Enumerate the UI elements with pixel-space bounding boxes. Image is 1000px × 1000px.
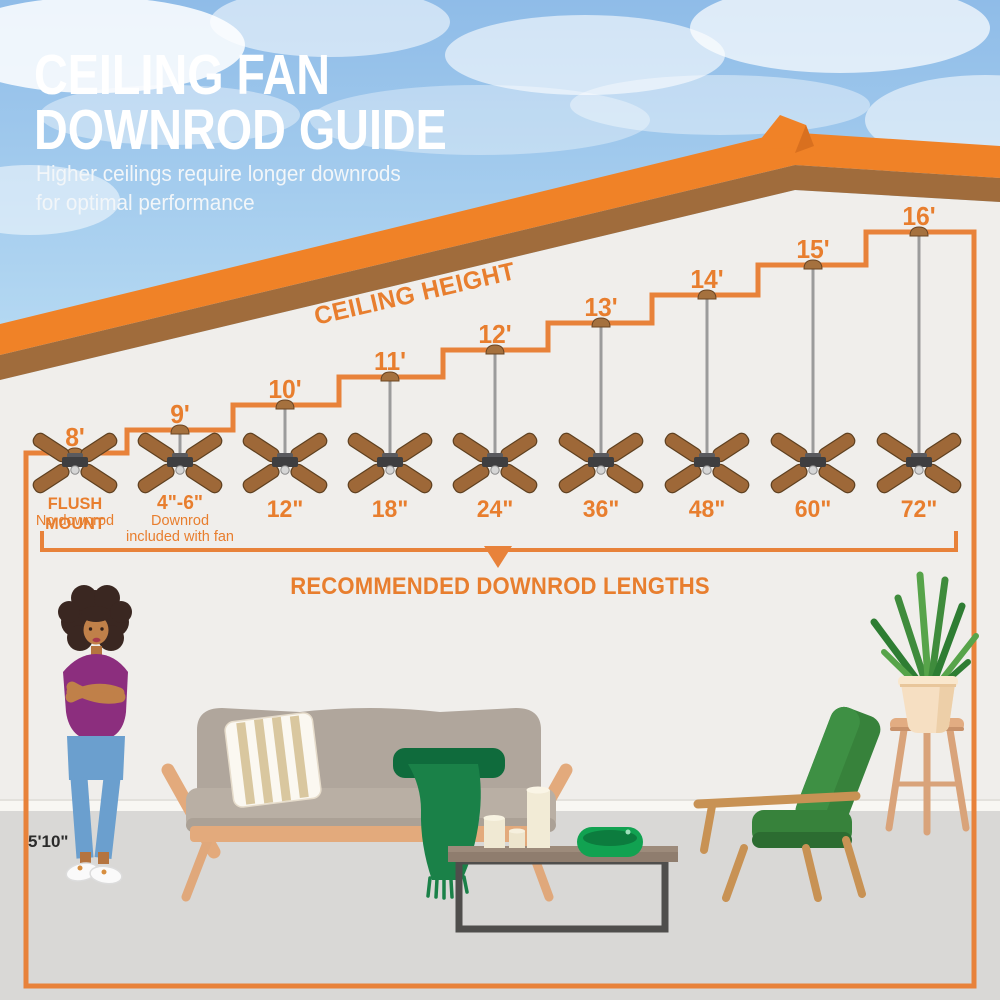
bracket-label: RECOMMENDED DOWNROD LENGTHS — [290, 573, 710, 600]
wall — [0, 190, 1000, 812]
ceiling-height-label: 15' — [796, 234, 830, 264]
subtitle-line2: for optimal performance — [36, 190, 255, 215]
green-dish — [577, 827, 643, 857]
downrod-length-label: 72" — [900, 496, 938, 523]
fans — [30, 226, 964, 496]
plant-stand — [870, 571, 979, 836]
ceiling-height-label: 13' — [584, 292, 618, 322]
bracket-arrow-icon — [484, 546, 512, 568]
downrod-length-label: 36" — [582, 496, 620, 523]
downrod-length-label: 24" — [476, 496, 514, 523]
ceiling-height-label: 9' — [170, 399, 190, 429]
ceiling-height-label: 12' — [478, 319, 512, 349]
subtitle-line1: Higher ceilings require longer downrods — [36, 161, 401, 186]
ceiling-height-label: 14' — [690, 264, 724, 294]
downrods — [178, 235, 921, 457]
person — [58, 585, 132, 885]
downrod-length-bracket — [40, 531, 958, 568]
downrod-length-label: 12" — [266, 496, 304, 523]
downrod-length-label: 4"-6" — [157, 492, 203, 514]
downrod-length-label: 60" — [794, 496, 832, 523]
striped-pillow — [224, 712, 322, 808]
ceiling-height-label: 16' — [902, 201, 936, 231]
downrod-note: No downrod — [35, 513, 115, 529]
roof — [0, 115, 1000, 380]
page-title-line1: CEILING FAN — [34, 43, 331, 107]
page-title-line2: DOWNROD GUIDE — [34, 98, 447, 162]
downrod-note: Downrod — [150, 513, 210, 529]
ceiling-height-label: 8' — [65, 422, 85, 452]
ceiling-height-label: 10' — [268, 374, 302, 404]
downrod-note: included with fan — [125, 529, 234, 545]
potted-plant — [870, 571, 979, 733]
downrod-length-label: 48" — [688, 496, 726, 523]
clouds — [0, 0, 1000, 235]
downrod-length-label: 18" — [371, 496, 409, 523]
downrod-length-label: FLUSH MOUNT — [45, 494, 105, 533]
ceiling-steps-line — [23, 229, 977, 989]
armchair — [693, 706, 881, 902]
coffee-table — [448, 786, 678, 933]
person-height-label: 5'10" — [28, 832, 69, 851]
candles — [483, 786, 550, 848]
ceiling-height-label: 11' — [373, 346, 406, 376]
